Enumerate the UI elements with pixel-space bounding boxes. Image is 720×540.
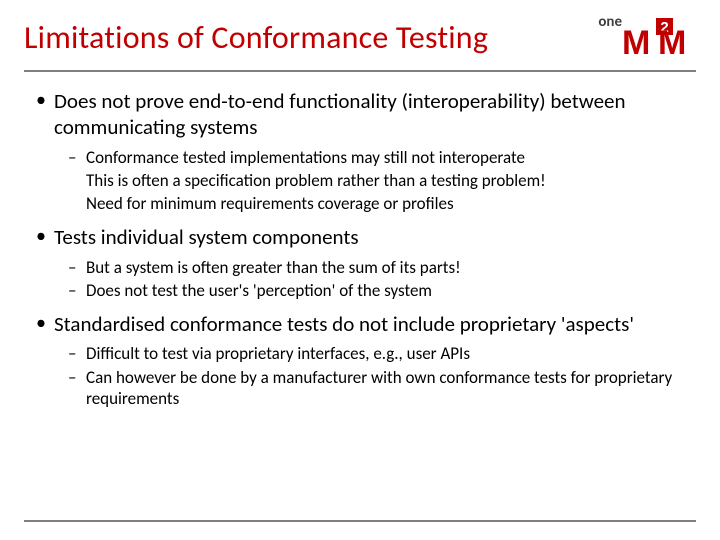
- onem2m-logo: one M 2 M: [586, 12, 696, 58]
- slide: Limitations of Conformance Testing one M…: [0, 0, 720, 540]
- bullet-l2: Conformance tested implementations may s…: [28, 147, 692, 168]
- logo-one-text: one: [598, 13, 622, 31]
- bullet-l1: Standardised conformance tests do not in…: [28, 311, 692, 337]
- bullet-l2: Need for minimum requirements coverage o…: [28, 193, 692, 214]
- title-row: Limitations of Conformance Testing one M…: [24, 20, 696, 66]
- bullet-l2: Does not test the user's 'perception' of…: [28, 280, 692, 301]
- bullet-l1: Tests individual system components: [28, 224, 692, 250]
- logo-m2-text: M: [658, 24, 686, 58]
- slide-title: Limitations of Conformance Testing: [24, 20, 488, 55]
- content-area: Does not prove end-to-end functionality …: [24, 88, 696, 409]
- bullet-l2: Can however be done by a manufacturer wi…: [28, 367, 692, 410]
- top-rule: [24, 70, 696, 72]
- bullet-l2: This is often a specification problem ra…: [28, 170, 692, 191]
- bullet-l1: Does not prove end-to-end functionality …: [28, 88, 692, 141]
- bullet-l2: But a system is often greater than the s…: [28, 257, 692, 278]
- bullet-l2: Difficult to test via proprietary interf…: [28, 343, 692, 364]
- bottom-rule: [24, 520, 696, 522]
- logo-m1-text: M: [622, 24, 650, 58]
